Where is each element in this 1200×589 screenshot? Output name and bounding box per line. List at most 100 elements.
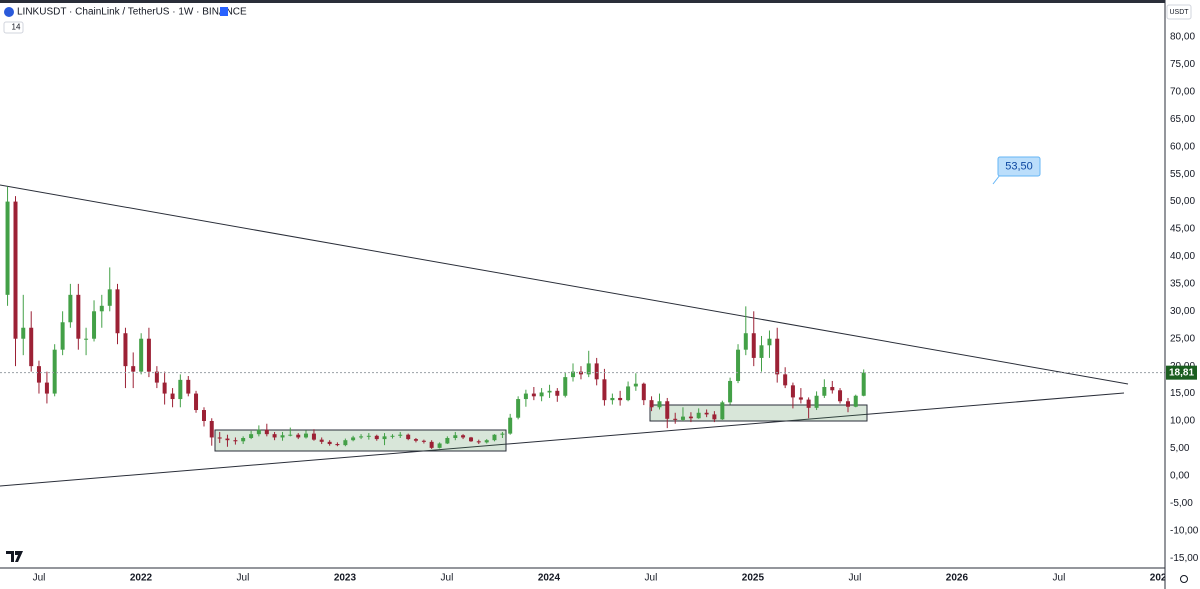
y-tick-label: 5,00	[1170, 443, 1190, 454]
candle-body	[539, 392, 544, 397]
callout-pointer	[992, 174, 1001, 185]
candle-body	[767, 338, 772, 346]
x-tick-label: 2023	[334, 573, 357, 584]
y-tick-label: -5,00	[1170, 498, 1193, 509]
candle-body	[759, 345, 764, 358]
candle-body	[743, 333, 748, 350]
x-tick-label: Jul	[849, 573, 862, 584]
candle-body	[288, 434, 293, 436]
candle-body	[845, 401, 850, 407]
candle-body	[790, 385, 795, 398]
candle-body	[99, 305, 104, 312]
currency-label: USDT	[1169, 9, 1189, 16]
candle-body	[861, 372, 866, 396]
candles	[5, 186, 866, 449]
x-tick-label: 2027	[1150, 573, 1173, 584]
candle-body	[798, 397, 803, 400]
upper-trendline	[0, 184, 1129, 385]
candle-body	[241, 437, 246, 442]
candle-body	[853, 395, 858, 407]
candle-body	[641, 383, 646, 401]
y-tick-label: 30,00	[1170, 306, 1195, 317]
candle-body	[52, 349, 57, 394]
candle-body	[563, 377, 568, 396]
candle-body	[162, 382, 167, 394]
candle-body	[696, 412, 701, 419]
candle-body	[209, 420, 214, 438]
candle-body	[838, 390, 843, 402]
indicator-badge	[3, 21, 24, 34]
candle-body	[351, 437, 356, 441]
candle-body	[413, 439, 418, 441]
y-tick-label: 75,00	[1170, 59, 1195, 70]
candle-body	[60, 322, 65, 350]
candle-body	[665, 401, 670, 419]
x-tick-label: Jul	[33, 573, 46, 584]
y-tick-label: 60,00	[1170, 141, 1195, 152]
candle-body	[492, 434, 497, 441]
candle-body	[366, 435, 371, 437]
candle-body	[201, 410, 206, 421]
symbol-title: LINKUSDT · ChainLink / TetherUS · 1W · B…	[17, 7, 247, 18]
candle-body	[359, 436, 364, 438]
candle-body	[123, 333, 128, 367]
settings-icon[interactable]	[1180, 575, 1188, 583]
y-tick-label: 35,00	[1170, 279, 1195, 290]
candle-body	[421, 440, 426, 442]
top-bar	[0, 0, 1200, 3]
y-tick-label: 50,00	[1170, 196, 1195, 207]
y-tick-label: 55,00	[1170, 169, 1195, 180]
candle-body	[728, 380, 733, 403]
y-tick-label: 65,00	[1170, 114, 1195, 125]
candle-body	[437, 443, 442, 448]
candle-body	[84, 338, 89, 340]
candle-body	[673, 418, 678, 420]
candle-body	[398, 434, 403, 436]
x-tick-label: Jul	[237, 573, 250, 584]
candle-body	[303, 433, 308, 438]
candle-body	[280, 435, 285, 438]
candle-body	[327, 441, 332, 445]
candle-body	[264, 429, 269, 435]
candle-body	[461, 435, 466, 438]
y-tick-label: 0,00	[1170, 470, 1190, 481]
candle-body	[13, 201, 18, 339]
candle-body	[469, 437, 474, 442]
y-tick-label: 80,00	[1170, 32, 1195, 43]
candle-body	[76, 294, 81, 339]
candle-body	[610, 397, 615, 401]
candle-body	[806, 399, 811, 408]
candle-body	[131, 366, 136, 372]
candle-body	[751, 333, 756, 358]
range-box	[649, 404, 868, 422]
flag-icon	[220, 7, 228, 16]
x-tick-label: 2025	[742, 573, 765, 584]
candle-body	[626, 386, 631, 401]
candle-body	[523, 393, 528, 400]
candle-body	[186, 379, 191, 394]
plot-area: 53,50	[0, 156, 1165, 487]
candle-body	[311, 433, 316, 440]
candle-body	[516, 399, 521, 418]
candle-body	[21, 327, 26, 339]
candle-body	[822, 386, 827, 396]
x-tick-label: Jul	[1053, 573, 1066, 584]
candle-body	[5, 201, 10, 295]
x-tick-label: Jul	[645, 573, 658, 584]
candle-body	[429, 441, 434, 448]
candle-body	[594, 363, 599, 380]
candle-body	[680, 416, 685, 420]
callout-box	[997, 156, 1041, 177]
candle-body	[44, 382, 49, 394]
candle-body	[249, 434, 254, 438]
candle-body	[296, 434, 301, 438]
candle-body	[139, 338, 144, 372]
x-tick-label: 2024	[538, 573, 561, 584]
candle-body	[484, 440, 489, 443]
x-tick-label: Jul	[441, 573, 454, 584]
y-tick-label: 45,00	[1170, 224, 1195, 235]
candle-body	[712, 414, 717, 420]
y-tick-label: 10,00	[1170, 416, 1195, 427]
